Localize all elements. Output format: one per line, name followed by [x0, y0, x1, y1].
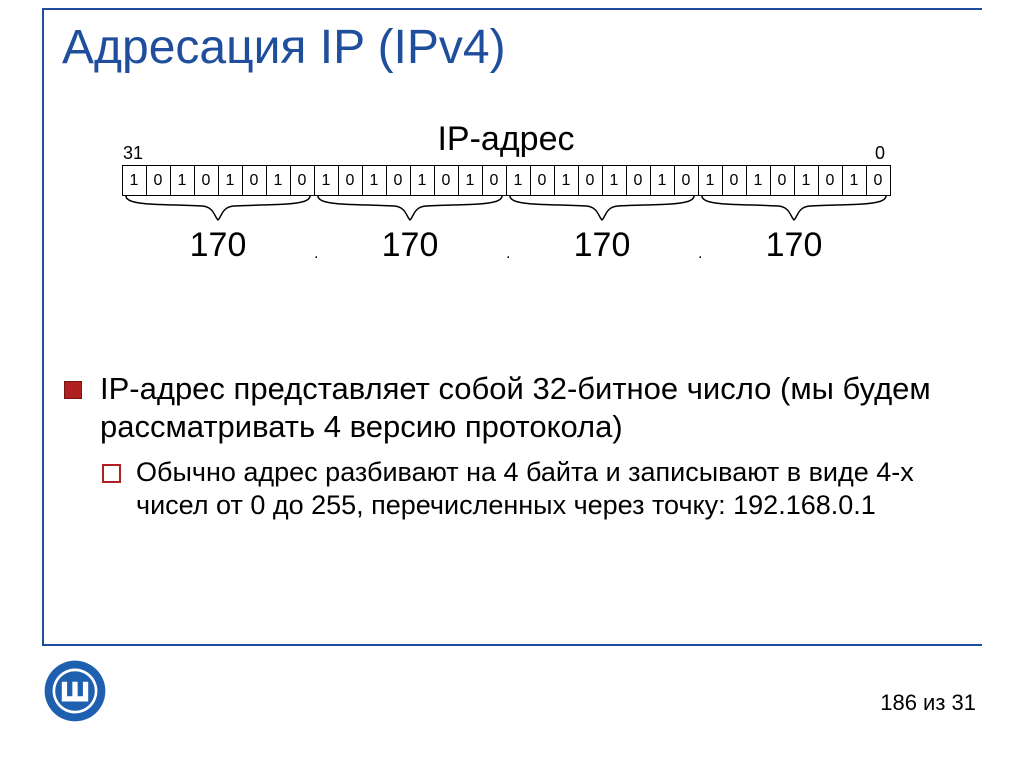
bit-cell: 0	[146, 166, 170, 196]
bit-cell: 1	[794, 166, 818, 196]
bit-cell: 0	[434, 166, 458, 196]
bit-cell: 0	[626, 166, 650, 196]
bit-cell: 1	[170, 166, 194, 196]
octet-value: 170	[122, 226, 314, 265]
university-logo-icon	[42, 658, 108, 724]
bit-cell: 1	[650, 166, 674, 196]
bit-cell: 0	[338, 166, 362, 196]
brace-icon	[506, 194, 698, 222]
brace-icon	[314, 194, 506, 222]
octet-value: 170	[698, 226, 890, 265]
brace-icon	[698, 194, 890, 222]
bit-index-high: 31	[123, 143, 143, 164]
footer-divider	[42, 644, 982, 646]
bit-cell: 1	[218, 166, 242, 196]
bit-cell: 1	[746, 166, 770, 196]
bit-cell: 1	[554, 166, 578, 196]
bit-cell: 1	[410, 166, 434, 196]
bit-cell: 1	[362, 166, 386, 196]
bit-cell: 0	[242, 166, 266, 196]
bit-cell: 1	[122, 166, 146, 196]
slide-frame	[42, 8, 982, 644]
page-number: 186 из 31	[880, 690, 976, 716]
bit-cell: 0	[386, 166, 410, 196]
bullet-level1: IP-адрес представляет собой 32-битное чи…	[60, 370, 960, 446]
bullet-level2: Обычно адрес разбивают на 4 байта и запи…	[60, 456, 960, 524]
bit-cell: 0	[674, 166, 698, 196]
slide-title: Адресация IP (IPv4)	[62, 20, 506, 75]
bit-cell: 0	[770, 166, 794, 196]
bit-cell: 0	[818, 166, 842, 196]
bit-cell: 1	[266, 166, 290, 196]
octet-row: 170 . 170 . 170 . 170	[121, 226, 891, 265]
bit-table: 10101010101010101010101010101010	[122, 165, 891, 196]
diagram-heading: IP-адрес	[106, 120, 906, 159]
bit-cell: 1	[506, 166, 530, 196]
bit-cell: 1	[602, 166, 626, 196]
body-text: IP-адрес представляет собой 32-битное чи…	[60, 370, 960, 523]
octet-value: 170	[314, 226, 506, 265]
ip-diagram: IP-адрес 31 0 10101010101010101010101010…	[106, 120, 906, 265]
bit-cell: 0	[482, 166, 506, 196]
brace-icon	[122, 194, 314, 222]
bit-cell: 0	[290, 166, 314, 196]
octet-value: 170	[506, 226, 698, 265]
bit-cell: 0	[866, 166, 890, 196]
bit-cell: 0	[578, 166, 602, 196]
bit-index-low: 0	[875, 143, 885, 164]
bit-cell: 1	[314, 166, 338, 196]
bit-cell: 1	[698, 166, 722, 196]
bit-cell: 0	[194, 166, 218, 196]
bit-cell: 1	[842, 166, 866, 196]
bit-cell: 0	[722, 166, 746, 196]
bit-cell: 1	[458, 166, 482, 196]
brace-row	[121, 194, 891, 222]
bit-cell: 0	[530, 166, 554, 196]
bit-table-container: 31 0 10101010101010101010101010101010 17…	[121, 165, 891, 265]
